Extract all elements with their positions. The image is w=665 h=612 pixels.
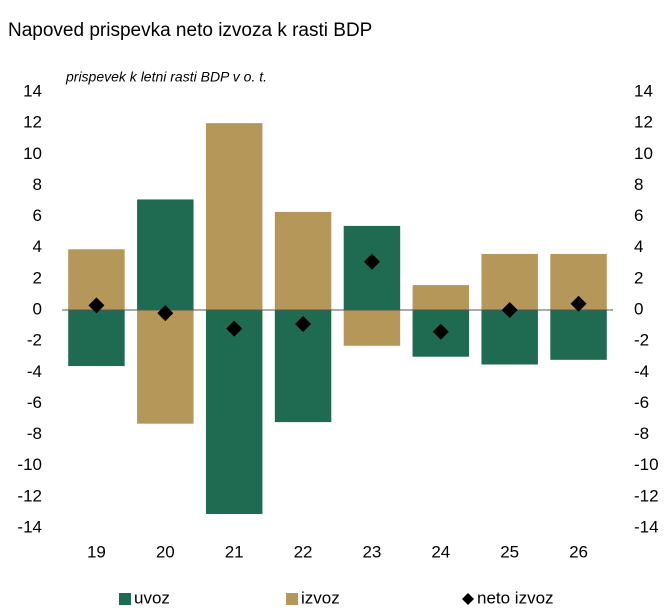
legend-swatch <box>286 593 298 605</box>
y2-tick-label: -10 <box>634 455 659 474</box>
y-tick-label: 8 <box>33 175 42 194</box>
y-tick-label: 6 <box>33 206 42 225</box>
y2-tick-label: 14 <box>634 81 653 100</box>
y2-tick-label: 10 <box>634 144 653 163</box>
legend-swatch <box>462 593 474 605</box>
y2-tick-label: -6 <box>634 393 649 412</box>
bar <box>412 285 470 310</box>
y2-tick-label: 0 <box>634 299 643 318</box>
y-tick-label: 14 <box>23 81 42 100</box>
bar <box>481 253 538 310</box>
x-tick-label: 19 <box>87 542 106 561</box>
y-tick-label: 12 <box>23 113 42 132</box>
y2-tick-label: -4 <box>634 362 649 381</box>
bar <box>274 211 332 310</box>
y2-tick-label: -14 <box>634 517 659 536</box>
marker <box>432 323 449 340</box>
y-tick-label: -14 <box>17 517 42 536</box>
y2-tick-label: 8 <box>634 175 643 194</box>
chart-title: Napoved prispevka neto izvoza k rasti BD… <box>8 20 372 41</box>
y2-tick-label: -2 <box>634 331 649 350</box>
legend-swatch <box>119 593 131 605</box>
y2-tick-label: -12 <box>634 486 659 505</box>
marker <box>501 302 518 318</box>
x-tick-label: 20 <box>156 542 175 561</box>
marker <box>157 305 174 322</box>
bar <box>205 310 263 514</box>
y-tick-label: -8 <box>27 424 42 443</box>
bar <box>68 310 125 367</box>
x-tick-label: 23 <box>362 542 381 561</box>
x-tick-label: 24 <box>431 542 450 561</box>
chart-subtitle: prispevek k letni rasti BDP v o. t. <box>65 69 267 85</box>
x-tick-label: 22 <box>294 542 313 561</box>
y-tick-label: 10 <box>23 144 42 163</box>
y-tick-label: -6 <box>27 393 42 412</box>
bar <box>481 310 538 365</box>
y2-tick-label: 6 <box>634 206 643 225</box>
marker <box>570 295 587 312</box>
x-tick-label: 25 <box>500 542 519 561</box>
marker <box>88 297 105 314</box>
bar <box>205 123 263 311</box>
x-tick-label: 26 <box>569 542 588 561</box>
y-tick-label: -12 <box>17 486 42 505</box>
marker <box>295 316 312 333</box>
legend-label: neto izvoz <box>477 588 554 607</box>
bar <box>550 310 607 360</box>
y-tick-label: 0 <box>33 299 42 318</box>
y-tick-label: -4 <box>27 362 42 381</box>
marker <box>363 253 380 270</box>
y-tick-label: 4 <box>33 237 42 256</box>
y-tick-label: -10 <box>17 455 42 474</box>
y2-tick-label: 2 <box>634 268 643 287</box>
bar <box>343 310 401 346</box>
legend-label: uvoz <box>134 588 170 607</box>
legend-label: izvoz <box>301 588 340 607</box>
x-tick-label: 21 <box>225 542 244 561</box>
marker <box>226 320 243 337</box>
y-tick-label: -2 <box>27 331 42 350</box>
y2-tick-label: -8 <box>634 424 649 443</box>
bar <box>137 310 194 424</box>
y-tick-label: 2 <box>33 268 42 287</box>
bar <box>137 199 194 310</box>
y2-tick-label: 12 <box>634 113 653 132</box>
y2-tick-label: 4 <box>634 237 643 256</box>
